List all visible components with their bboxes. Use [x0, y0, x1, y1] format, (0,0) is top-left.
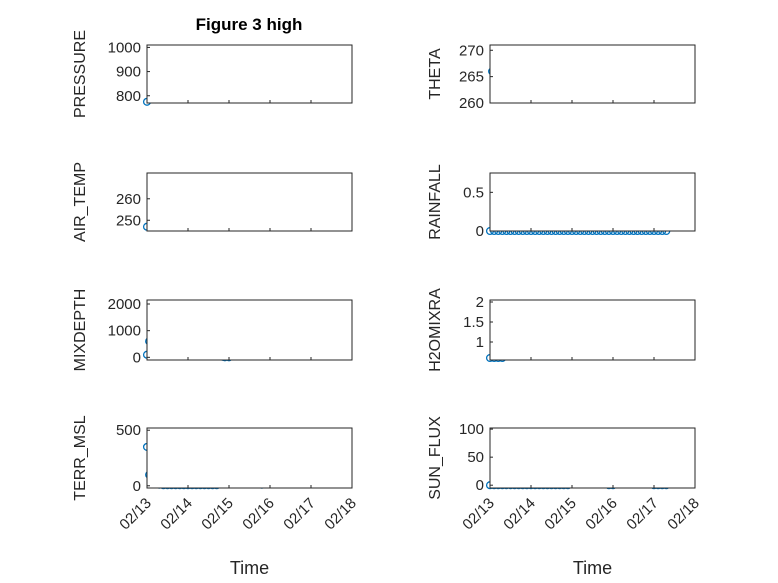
x-tick-label: 02/15 [541, 495, 580, 534]
y-tick-label: 1.5 [463, 314, 484, 331]
panel-h2omixra: 1 1.5 2 H2OMIXRA [427, 288, 696, 372]
x-tick-label: 02/15 [198, 495, 237, 534]
y-axis-label: THETA [427, 48, 444, 100]
x-tick-label: 02/18 [664, 495, 703, 534]
y-tick-label: 1 [476, 334, 484, 351]
y-tick-label: 2 [476, 294, 484, 311]
axes-frame [489, 44, 696, 104]
y-tick-label: 0 [133, 478, 141, 495]
y-tick-label: 0 [476, 477, 484, 494]
y-tick-label: 900 [116, 64, 141, 81]
y-tick-label: 0 [476, 223, 484, 240]
x-tick-label: 02/14 [157, 495, 196, 534]
x-tick-label: 02/17 [623, 495, 662, 534]
y-tick-label: 265 [459, 69, 484, 86]
y-tick-label: 1000 [108, 39, 141, 56]
y-axis-label: MIXDEPTH [72, 289, 89, 372]
x-tick-label: 02/18 [321, 495, 360, 534]
y-tick-label: 250 [116, 212, 141, 229]
x-tick-label: 02/14 [500, 495, 539, 534]
y-axis-label: AIR_TEMP [72, 162, 89, 242]
x-tick-label: 02/13 [116, 495, 155, 534]
y-tick-label: 2000 [108, 296, 141, 313]
x-axis-label: Time [230, 558, 269, 578]
y-axis-label: H2OMIXRA [427, 288, 444, 372]
y-tick-label: 0.5 [463, 184, 484, 201]
y-tick-label: 270 [459, 42, 484, 59]
y-tick-label: 800 [116, 88, 141, 105]
y-tick-label: 1000 [108, 323, 141, 340]
x-tick-label: 02/16 [582, 495, 621, 534]
x-tick-label: 02/13 [459, 495, 498, 534]
y-tick-label: 100 [459, 421, 484, 438]
y-tick-label: 500 [116, 422, 141, 439]
x-tick-label: 02/17 [280, 495, 319, 534]
chart-title: Figure 3 high [196, 15, 303, 34]
panel-air_temp: 250 260 AIR_TEMP [72, 162, 353, 242]
axes-frame [489, 299, 696, 361]
y-axis-label: TERR_MSL [72, 415, 89, 500]
axes-frame [489, 172, 696, 232]
x-axis-label: Time [573, 558, 612, 578]
panel-pressure: 800 900 1000 PRESSURE [72, 30, 353, 118]
axes-frame [146, 44, 353, 104]
y-tick-label: 0 [133, 349, 141, 366]
panel-theta: 260 265 270 THETA [427, 42, 696, 112]
x-tick-label: 02/16 [239, 495, 278, 534]
axes-frame [146, 427, 353, 489]
panel-rainfall: 0 0.5 RAINFALL [427, 164, 696, 240]
y-axis-label: PRESSURE [72, 30, 89, 118]
y-axis-label: SUN_FLUX [427, 416, 444, 500]
x-axis-left: 02/13 02/14 02/15 02/16 02/17 02/18 Time [116, 495, 360, 578]
y-axis-label: RAINFALL [427, 164, 444, 240]
axes-frame [146, 299, 353, 361]
axes-frame [146, 172, 353, 232]
axes-frame [489, 427, 696, 489]
y-tick-label: 260 [116, 191, 141, 208]
panel-terr_msl: 0 500 TERR_MSL [72, 415, 353, 501]
panel-mixdepth: 0 1000 2000 MIXDEPTH [72, 289, 353, 372]
panel-sun_flux: 0 50 100 SUN_FLUX [427, 416, 696, 500]
x-axis-right: 02/13 02/14 02/15 02/16 02/17 02/18 Time [459, 495, 703, 578]
y-tick-label: 260 [459, 95, 484, 112]
y-tick-label: 50 [467, 449, 484, 466]
